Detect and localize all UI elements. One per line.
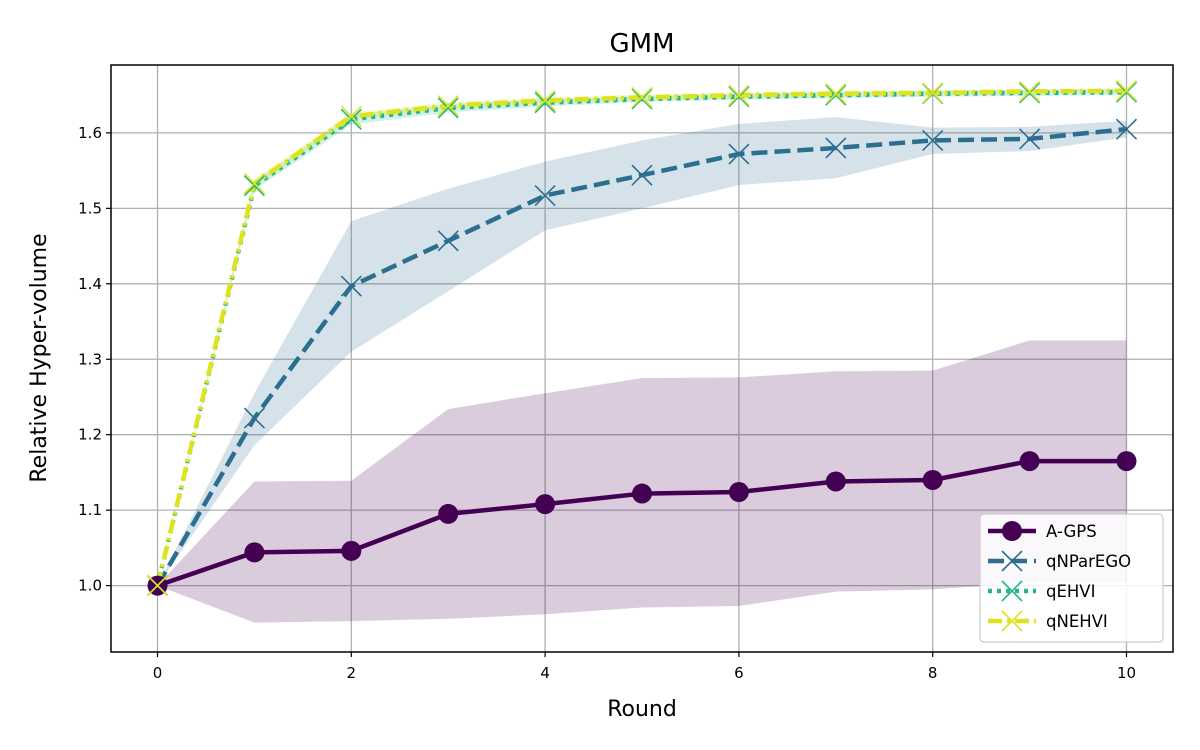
point-qnehvi [243, 172, 265, 195]
x-axis-ticks: 0 2 4 6 8 10 [153, 652, 1136, 682]
point-a-gps [632, 483, 652, 504]
point-a-gps [825, 471, 846, 492]
legend-marker-qnparego [1001, 550, 1023, 572]
x-axis-label: Round [607, 697, 677, 722]
point-qehvi [340, 108, 362, 130]
legend-marker-a-gps [1002, 521, 1022, 541]
point-a-gps [535, 494, 556, 515]
point-qehvi [243, 175, 265, 197]
x-tick-label: 0 [153, 664, 163, 682]
point-qnparego [437, 230, 459, 252]
legend-label: A-GPS [1046, 522, 1097, 541]
point-qehvi [631, 88, 653, 110]
point-a-gps [728, 482, 749, 503]
point-qnparego [922, 129, 944, 152]
point-qnehvi [1115, 80, 1138, 102]
band-a-gps [157, 340, 1127, 623]
point-a-gps [438, 503, 459, 524]
confidence-bands [157, 88, 1127, 623]
point-qnparego [631, 164, 653, 186]
y-tick-label: 1.2 [78, 426, 102, 444]
point-qehvi [825, 84, 847, 106]
legend-label: qNParEGO [1046, 552, 1131, 571]
point-qnparego [1115, 118, 1138, 140]
y-tick-label: 1.3 [78, 350, 102, 368]
x-tick-label: 10 [1117, 664, 1136, 682]
point-qnehvi [631, 86, 653, 109]
y-tick-label: 1.4 [78, 275, 102, 293]
point-qehvi [1019, 82, 1041, 104]
point-qnehvi [437, 95, 459, 117]
point-qehvi [1115, 81, 1138, 103]
y-tick-label: 1.6 [78, 124, 102, 142]
legend-label: qNEHVI [1046, 612, 1108, 631]
point-qehvi [437, 97, 459, 119]
point-qnehvi [728, 84, 750, 106]
point-qehvi [534, 92, 556, 114]
series-markers [146, 80, 1138, 597]
y-tick-label: 1.5 [78, 199, 102, 217]
legend-marker-qnehvi [1001, 610, 1023, 632]
point-qnparego [340, 275, 362, 297]
band-qnparego [157, 117, 1127, 586]
y-tick-label: 1.1 [78, 501, 102, 519]
legend-box [979, 513, 1164, 643]
point-qnparego [243, 407, 265, 429]
x-tick-label: 6 [734, 664, 744, 682]
legend: A-GPS qNParEGO qEHVI qNEHVI [979, 513, 1164, 643]
point-a-gps [922, 469, 943, 490]
point-a-gps [244, 542, 265, 563]
point-qnparego [534, 184, 556, 207]
y-axis-label: Relative Hyper-volume [27, 233, 52, 482]
point-qnparego [1019, 128, 1041, 150]
point-qnehvi [1019, 80, 1041, 102]
x-tick-label: 2 [347, 664, 357, 682]
point-qnehvi [146, 575, 169, 597]
point-qnparego [825, 137, 847, 159]
point-a-gps [341, 540, 362, 561]
point-qehvi [728, 86, 750, 108]
point-qnehvi [825, 83, 847, 105]
point-qnparego [728, 143, 750, 165]
point-qnehvi [534, 89, 556, 112]
point-qnehvi [922, 82, 944, 104]
point-a-gps [1019, 451, 1040, 472]
point-a-gps [1116, 451, 1137, 472]
x-tick-label: 4 [540, 664, 550, 682]
plot-frame [110, 64, 1174, 653]
point-qnehvi [340, 105, 362, 127]
y-axis-ticks: 1.0 1.1 1.2 1.3 1.4 1.5 1.6 [78, 124, 111, 595]
chart-title: GMM [609, 29, 674, 59]
x-tick-label: 8 [928, 664, 938, 682]
legend-marker-qehvi [1001, 580, 1023, 602]
legend-label: qEHVI [1046, 582, 1095, 601]
y-tick-label: 1.0 [78, 577, 102, 595]
